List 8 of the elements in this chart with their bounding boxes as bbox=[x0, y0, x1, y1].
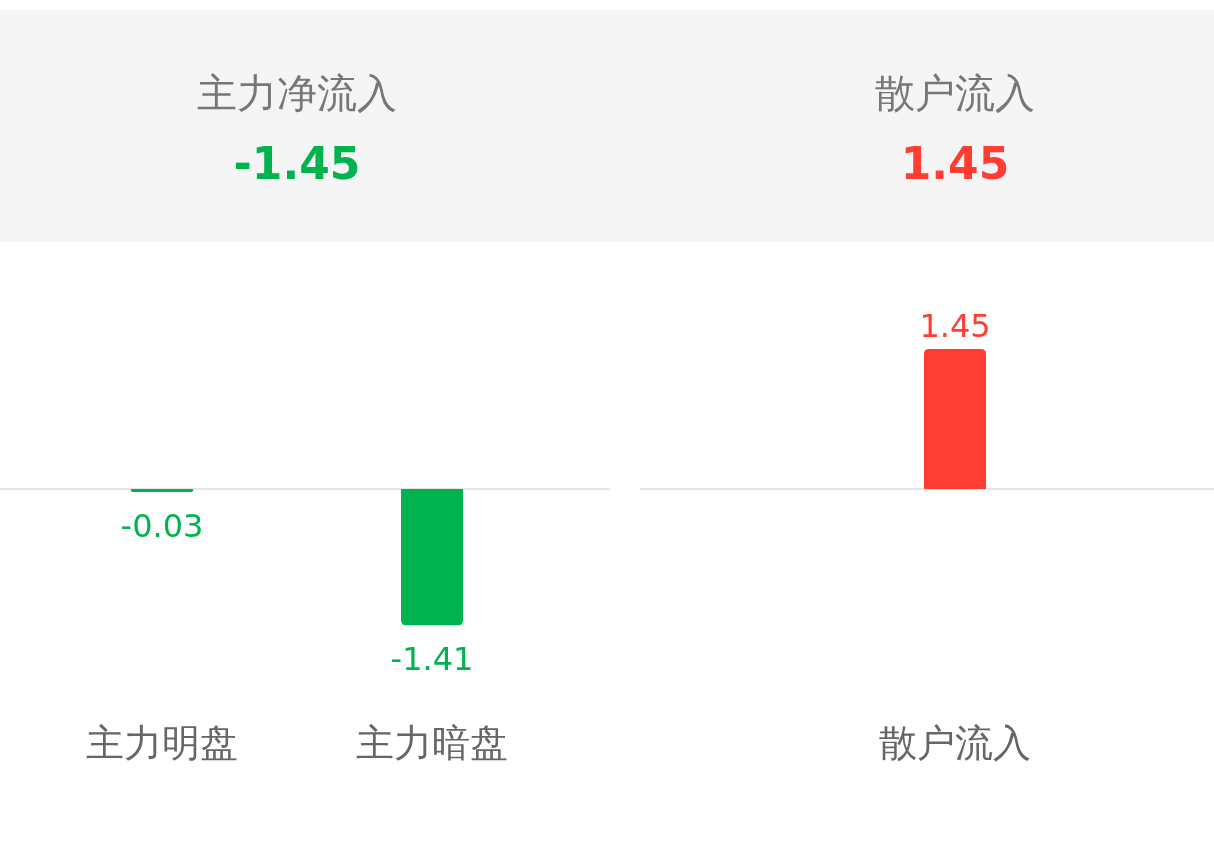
chart-subtitle: 1.45 bbox=[900, 138, 1010, 189]
chart-title: 主力净流入 bbox=[197, 70, 397, 116]
data-label: -1.41 bbox=[390, 640, 474, 679]
x-tick-label: 主力暗盘 bbox=[356, 721, 508, 765]
data-label: -0.03 bbox=[120, 506, 204, 545]
data-label: 1.45 bbox=[919, 307, 991, 345]
chart-subtitle: -1.45 bbox=[233, 138, 361, 189]
x-tick-label: 主力明盘 bbox=[86, 721, 238, 765]
